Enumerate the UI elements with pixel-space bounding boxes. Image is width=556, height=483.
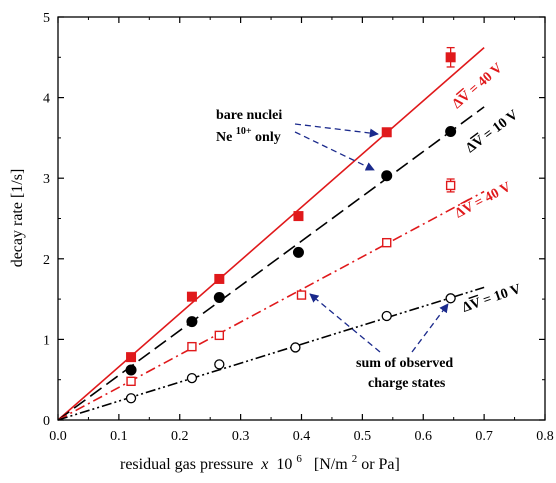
label-dv10-bottom-v: V bbox=[469, 295, 483, 312]
point-bare40-3 bbox=[293, 211, 304, 222]
y-tick-label-5: 5 bbox=[43, 11, 50, 26]
label-dv10-top: ΔV = 10 V bbox=[463, 108, 521, 157]
label-dv40-bottom-eq: = 40 V bbox=[469, 180, 513, 213]
label-dv10-bottom-eq: = 10 V bbox=[478, 282, 523, 310]
point-bare10-2 bbox=[213, 291, 225, 303]
label-dv40-top: ΔV = 40 V bbox=[450, 61, 506, 112]
x-tick-label-6: 0.6 bbox=[415, 429, 433, 444]
point-bare40-2 bbox=[214, 273, 225, 284]
fit-line-sum10 bbox=[57, 286, 485, 421]
x-axis-title-ten: 10 bbox=[276, 456, 292, 473]
point-bare40-0 bbox=[126, 352, 137, 363]
point-sum40-1 bbox=[187, 341, 197, 352]
point-sum40-0 bbox=[126, 376, 136, 387]
annotation-ne-charge: 10+ bbox=[236, 126, 252, 137]
x-tick-label-1: 0.1 bbox=[110, 429, 128, 444]
tick-labels: 0.0 0.1 0.2 0.3 0.4 0.5 0.6 0.7 0.8 0 1 2 3 4 5 bbox=[43, 11, 554, 444]
point-bare10-4 bbox=[381, 170, 393, 182]
x-tick-label-7: 0.7 bbox=[475, 429, 493, 444]
label-dv40-top-eq: = 40 V bbox=[464, 61, 506, 100]
x-tick-label-8: 0.8 bbox=[536, 429, 554, 444]
y-tick-label-2: 2 bbox=[43, 253, 50, 268]
point-bare10-3 bbox=[292, 246, 304, 258]
point-sum40-3 bbox=[296, 290, 307, 300]
point-sum40-4 bbox=[382, 237, 392, 248]
markers bbox=[125, 46, 457, 404]
x-axis-title-units-b: or Pa] bbox=[361, 456, 400, 473]
annotation-arrows bbox=[294, 123, 449, 353]
label-dv10-bottom: ΔV = 10 V bbox=[460, 282, 523, 316]
label-dv40-bottom: ΔV = 40 V bbox=[453, 180, 514, 222]
point-bare10-1 bbox=[186, 316, 198, 328]
y-axis-title: decay rate [1/s] bbox=[9, 169, 26, 268]
annotation-bare-nuclei-line1: bare nuclei bbox=[216, 108, 282, 123]
point-sum40-2 bbox=[214, 330, 225, 341]
x-tick-label-2: 0.2 bbox=[171, 429, 189, 444]
point-sum10-3 bbox=[290, 342, 301, 353]
annotation-ne: Ne bbox=[216, 130, 232, 145]
point-sum10-5 bbox=[445, 293, 456, 304]
x-axis-title-units-sup: 2 bbox=[352, 453, 358, 465]
x-tick-label-3: 0.3 bbox=[232, 429, 250, 444]
x-tick-label-4: 0.4 bbox=[293, 429, 311, 444]
point-bare10-5 bbox=[445, 125, 457, 137]
point-bare10-0 bbox=[125, 364, 137, 376]
x-axis-title-units-a: [N/m bbox=[314, 456, 348, 473]
annotation-bare-nuclei-line2: Ne 10+ only bbox=[216, 123, 281, 145]
point-bare40-5 bbox=[445, 52, 456, 63]
y-tick-label-0: 0 bbox=[43, 414, 50, 429]
point-sum10-1 bbox=[186, 372, 198, 384]
arrow-sum-to-red-open bbox=[309, 293, 381, 353]
y-tick-label-1: 1 bbox=[43, 333, 50, 348]
arrow-sum-to-black-open bbox=[411, 303, 449, 353]
x-tick-label-0: 0.0 bbox=[49, 429, 67, 444]
point-sum10-2 bbox=[214, 359, 225, 370]
x-axis-title: residual gas pressure x 10 6 [N/m 2 or P… bbox=[120, 449, 400, 473]
y-tick-label-4: 4 bbox=[43, 92, 50, 107]
point-bare40-1 bbox=[186, 291, 197, 302]
arrow-bare-to-top-red bbox=[294, 123, 379, 138]
x-axis-title-main: residual gas pressure bbox=[120, 456, 253, 473]
point-sum40-5 bbox=[445, 180, 456, 191]
ticks bbox=[57, 16, 546, 421]
point-sum10-0 bbox=[125, 393, 137, 404]
arrow-bare-to-black bbox=[294, 131, 375, 171]
annotation-sum-line1: sum of observed bbox=[356, 356, 453, 371]
fit-line-bare10 bbox=[57, 106, 485, 421]
x-axis-title-exp: 6 bbox=[296, 453, 302, 465]
label-dv10-top-eq: = 10 V bbox=[478, 108, 521, 145]
annotation-sum-line2: charge states bbox=[368, 376, 446, 391]
point-bare40-4 bbox=[381, 127, 392, 138]
annotation-only: only bbox=[255, 130, 281, 145]
y-tick-label-3: 3 bbox=[43, 172, 50, 187]
point-sum10-4 bbox=[381, 310, 392, 322]
x-axis-title-x: x bbox=[260, 456, 268, 473]
x-tick-label-5: 0.5 bbox=[354, 429, 372, 444]
